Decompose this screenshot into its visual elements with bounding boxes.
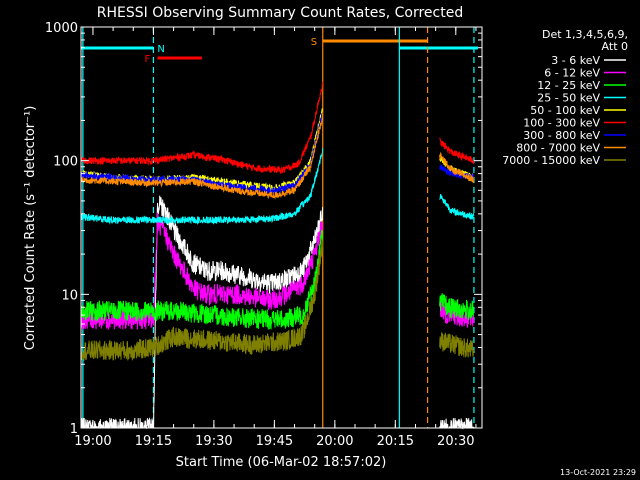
y-axis-label: Corrected Count Rate (s⁻¹ detector⁻¹) <box>23 106 38 351</box>
x-tick-label: 19:15 <box>135 434 172 449</box>
x-tick-label: 20:15 <box>377 434 414 449</box>
legend-entry: 12 - 25 keV <box>537 79 600 92</box>
x-tick-label: 19:00 <box>74 434 111 449</box>
legend-entry: 7000 - 15000 keV <box>502 154 600 167</box>
legend-entry: 100 - 300 keV <box>523 117 600 130</box>
x-tick-label: 19:45 <box>256 434 293 449</box>
legend-entry: 800 - 7000 keV <box>516 142 600 155</box>
series-line <box>80 229 324 330</box>
axis-ticks: 19:00 19:15 19:30 19:45 20:00 20:15 20:30 1 10 10… <box>45 21 482 449</box>
series-line-2 <box>439 417 475 430</box>
y-tick-label: 1 <box>70 422 78 437</box>
vertical-markers <box>82 27 475 428</box>
x-axis-label: Start Time (06-Mar-02 18:57:02) <box>176 455 387 470</box>
plot-frame <box>80 26 483 429</box>
series-line-2 <box>439 332 475 358</box>
series-line-2 <box>439 194 475 220</box>
legend-entry: 300 - 800 keV <box>523 129 600 142</box>
legend-entry: 25 - 50 keV <box>537 92 600 105</box>
series-line-2 <box>439 292 475 321</box>
series-line-2 <box>439 151 475 184</box>
footer-date: 13-Oct-2021 23:29 <box>560 468 636 477</box>
y-tick-label: 1000 <box>45 21 78 36</box>
series-line <box>80 212 323 330</box>
series-line <box>80 113 324 200</box>
series-line <box>80 81 324 175</box>
flag-label: F <box>144 54 150 65</box>
chart-title: RHESSI Observing Summary Count Rates, Co… <box>97 5 463 21</box>
flag-label: N <box>157 44 164 55</box>
y-tick-label: 100 <box>53 155 78 170</box>
series-line <box>80 195 324 430</box>
flag-bars: NF S <box>81 37 478 65</box>
legend-entry: 6 - 12 keV <box>544 67 600 80</box>
legend-entry: 50 - 100 keV <box>530 104 600 117</box>
legend-header: Att 0 <box>602 40 628 53</box>
series-line-2 <box>439 136 475 165</box>
x-tick-label: 19:30 <box>195 434 232 449</box>
series-lines <box>80 81 475 430</box>
series-line <box>80 147 324 226</box>
series-line <box>80 238 324 361</box>
y-tick-label: 10 <box>61 288 78 303</box>
legend-header: Det 1,3,4,5,6,9, <box>542 28 628 41</box>
x-tick-label: 20:30 <box>437 434 474 449</box>
legend-entry: 3 - 6 keV <box>551 54 600 67</box>
flag-label: S <box>311 37 317 48</box>
x-tick-label: 20:00 <box>316 434 353 449</box>
